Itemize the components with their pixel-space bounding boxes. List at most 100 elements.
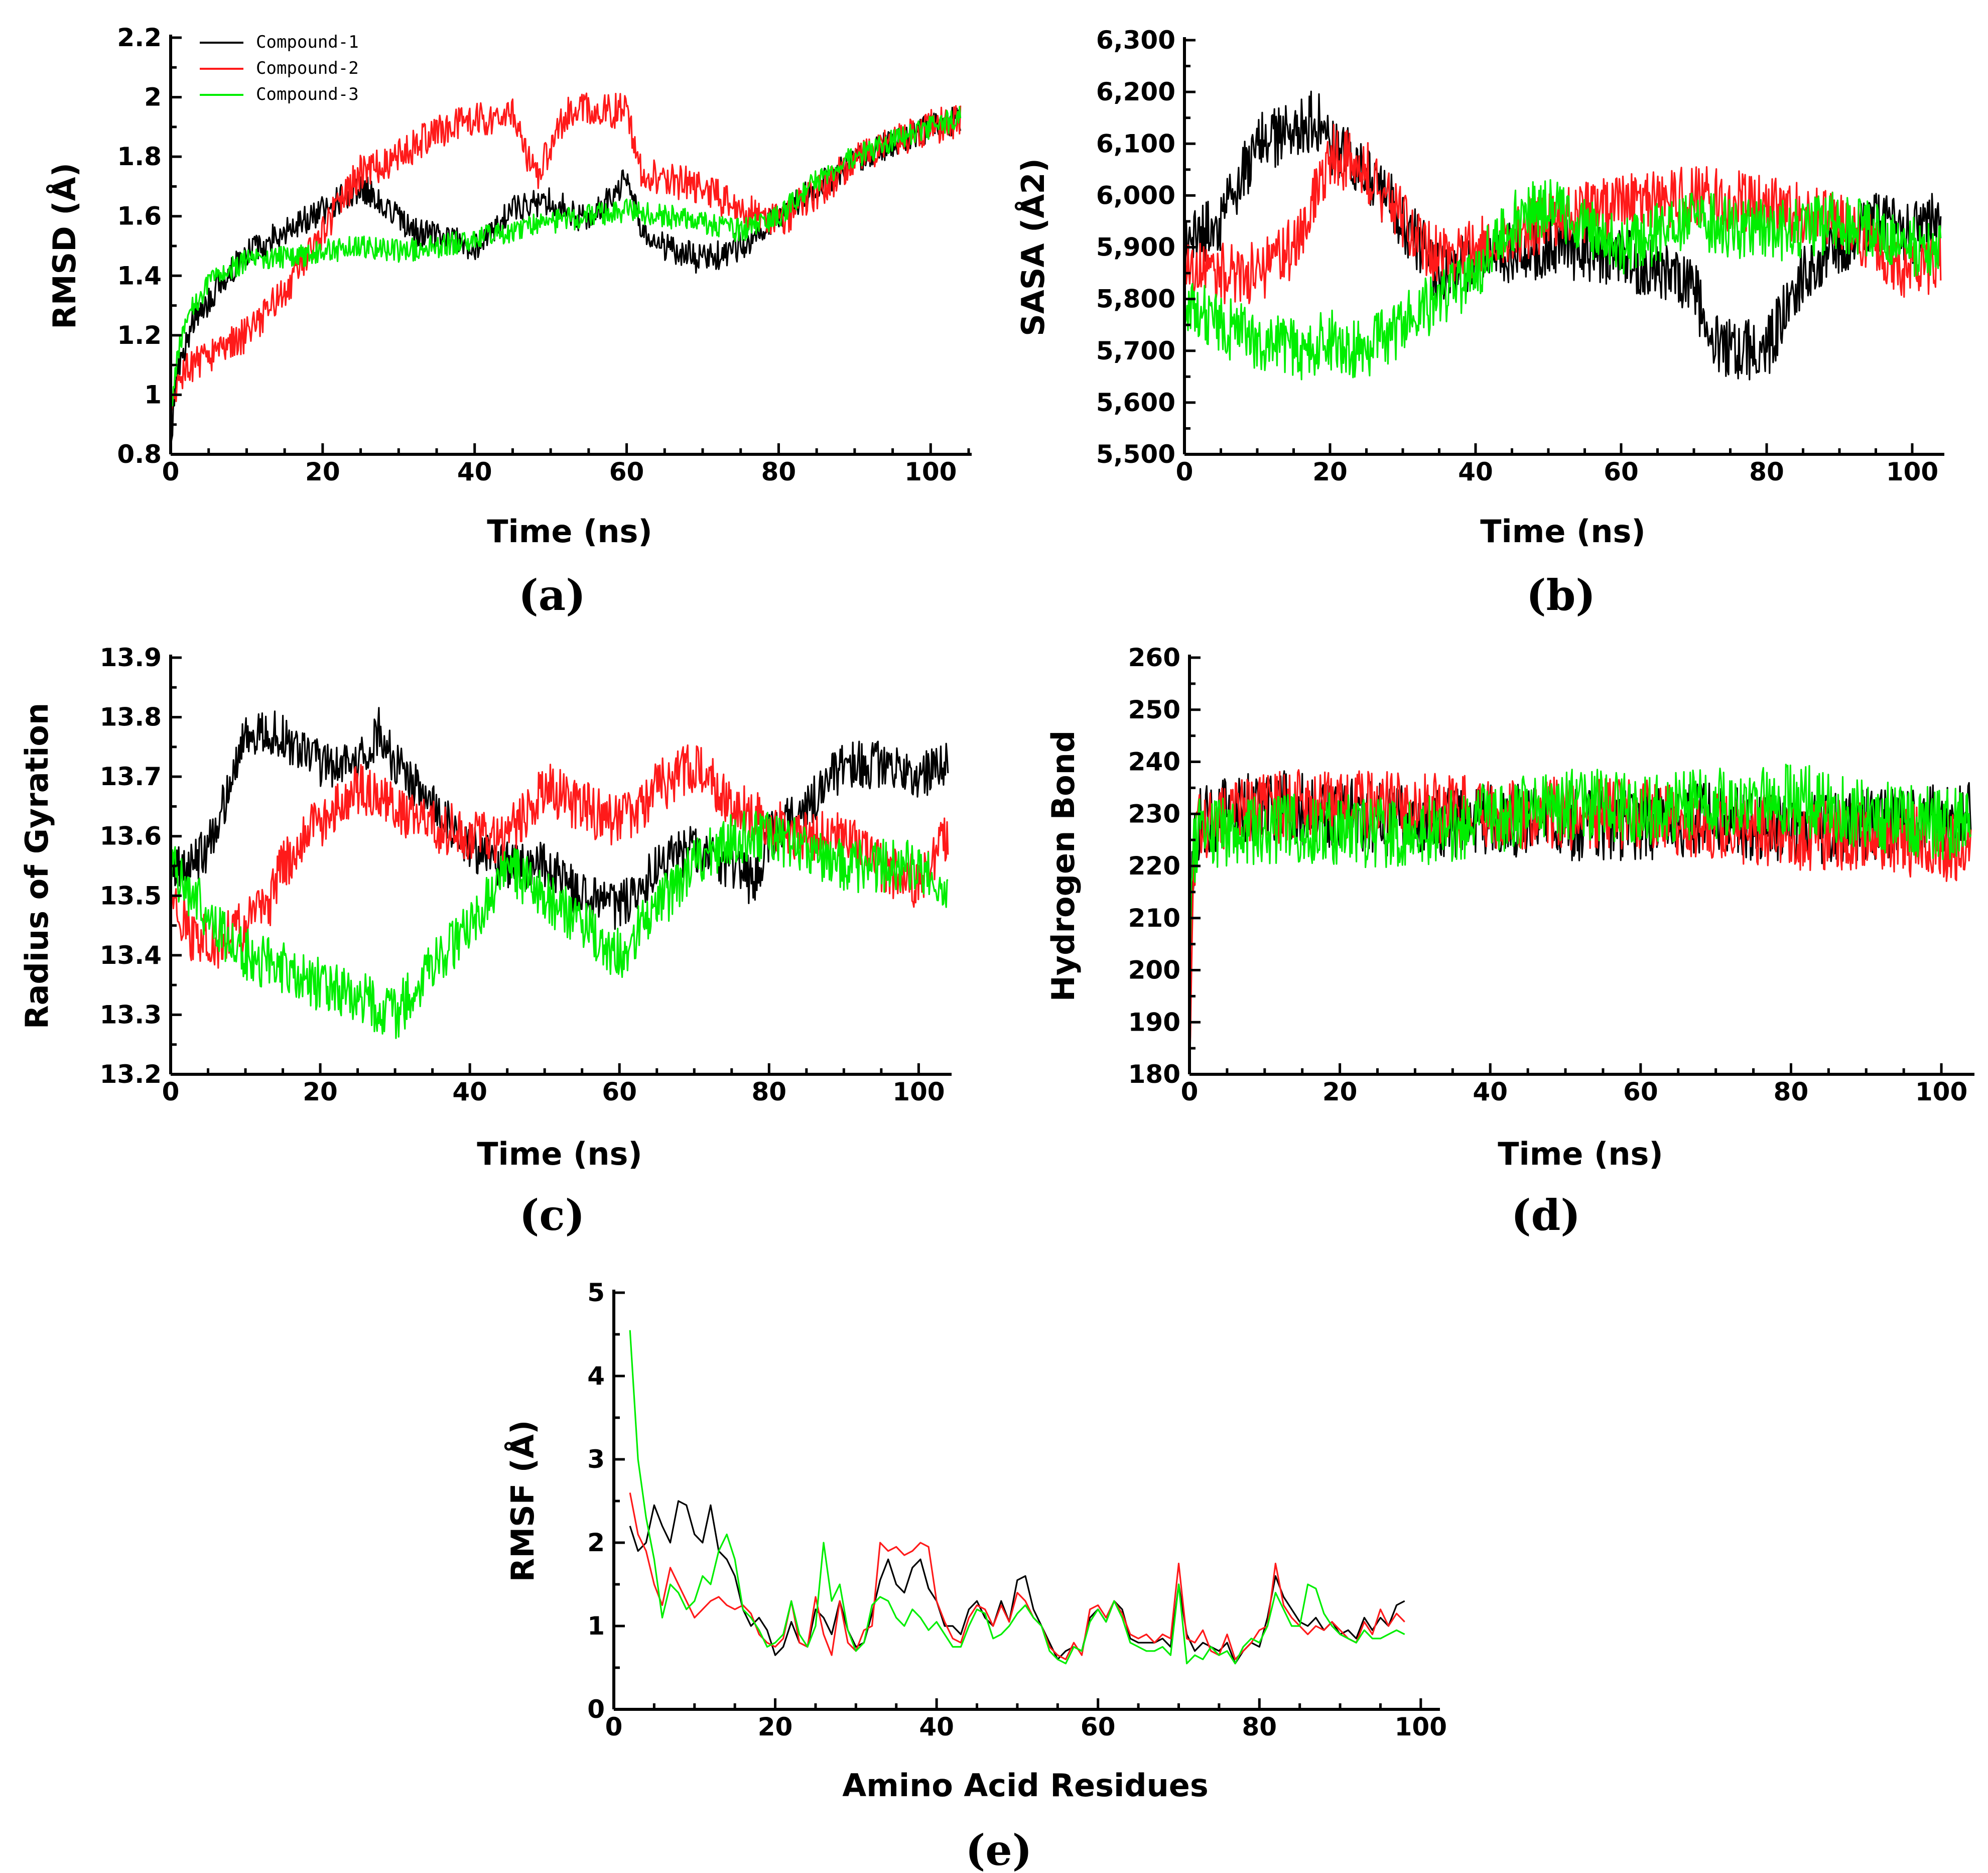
x-tick-label: 80 (1242, 1712, 1277, 1741)
y-axis-label: Hydrogen Bond (1045, 730, 1082, 1002)
y-tick-label: 260 (1128, 643, 1180, 672)
y-tick-label: 13.5 (100, 881, 162, 910)
x-tick-label: 60 (1623, 1077, 1658, 1106)
panel-caption: (a) (518, 570, 586, 620)
x-tick-label: 40 (452, 1077, 487, 1106)
y-tick-label: 5,500 (1096, 440, 1175, 469)
series-line-e-compound-3 (629, 1330, 1405, 1665)
x-tick-label: 100 (1886, 457, 1938, 486)
x-tick-label: 0 (1176, 457, 1194, 486)
x-axis-label: Time (ns) (1498, 1136, 1663, 1172)
y-tick-label: 180 (1128, 1060, 1180, 1089)
x-axis-label: Time (ns) (487, 513, 652, 550)
y-tick-label: 1.8 (117, 142, 162, 171)
x-tick-label: 40 (1458, 457, 1493, 486)
y-tick-label: 5,800 (1096, 285, 1175, 314)
legend: Compound-1 Compound-2 Compound-3 (200, 32, 359, 104)
series-line-e-compound-1 (629, 1500, 1405, 1665)
series-line-c-compound-3 (170, 810, 949, 1039)
y-tick-label: 2.2 (117, 23, 162, 52)
x-axis-label: Time (ns) (477, 1136, 642, 1172)
series-line-d-compound-3 (1188, 764, 1972, 968)
x-tick-label: 20 (1322, 1077, 1358, 1106)
y-tick-label: 2 (144, 83, 162, 112)
chart-c: 13.2 13.3 13.4 13.5 13.6 13.7 13.8 13.9 0 20 40 60 8… (19, 643, 952, 1240)
y-axis-label: RMSD (Å) (46, 163, 83, 329)
legend-entry: Compound-2 (256, 58, 359, 78)
panel-caption: (c) (519, 1190, 585, 1240)
legend-entry: Compound-3 (256, 84, 359, 104)
x-tick-label: 20 (758, 1712, 793, 1741)
x-tick-label: 40 (1473, 1077, 1508, 1106)
y-tick-label: 1.2 (117, 321, 162, 350)
y-tick-label: 220 (1128, 851, 1180, 881)
y-tick-label: 13.2 (100, 1060, 162, 1089)
y-tick-label: 0.8 (117, 440, 162, 469)
y-tick-label: 6,100 (1096, 129, 1175, 158)
x-tick-label: 0 (1181, 1077, 1199, 1106)
y-tick-label: 3 (587, 1445, 605, 1474)
x-tick-label: 100 (1395, 1712, 1447, 1741)
x-tick-label: 80 (761, 457, 797, 486)
y-tick-label: 250 (1128, 695, 1180, 724)
x-tick-label: 100 (904, 457, 957, 486)
y-tick-label: 5,700 (1096, 336, 1175, 365)
x-tick-label: 80 (1774, 1077, 1809, 1106)
panel-caption: (b) (1526, 570, 1596, 620)
y-tick-label: 13.4 (100, 941, 162, 970)
y-tick-label: 1 (144, 380, 162, 409)
y-tick-label: 5,600 (1096, 388, 1175, 417)
y-tick-label: 230 (1128, 799, 1180, 828)
x-tick-label: 80 (752, 1077, 787, 1106)
panel-caption: (d) (1511, 1190, 1580, 1240)
x-axis-label: Amino Acid Residues (842, 1767, 1209, 1804)
x-tick-label: 40 (457, 457, 492, 486)
y-tick-label: 5,900 (1096, 233, 1175, 262)
x-tick-label: 60 (1081, 1712, 1116, 1741)
series-line-d-compound-2 (1188, 769, 1972, 1068)
y-tick-label: 13.9 (100, 643, 162, 672)
y-tick-label: 5 (587, 1278, 605, 1307)
series-line-a-compound-2 (170, 92, 962, 415)
y-tick-label: 13.3 (100, 1000, 162, 1029)
x-tick-label: 100 (892, 1077, 945, 1106)
chart-a: 0.8 1 1.2 1.4 1.6 1.8 2 2.2 0 20 40 60 80 100 Time (ns… (46, 23, 972, 620)
x-tick-label: 60 (1604, 457, 1639, 486)
y-tick-label: 1.4 (117, 261, 162, 290)
x-tick-label: 100 (1915, 1077, 1967, 1106)
x-tick-label: 60 (602, 1077, 637, 1106)
chart-d: 180 190 200 210 220 230 240 250 260 0 20 40 60 80 100 T… (1045, 643, 1974, 1240)
y-tick-label: 210 (1128, 904, 1180, 933)
x-tick-label: 60 (609, 457, 644, 486)
x-tick-label: 0 (162, 457, 180, 486)
x-tick-label: 20 (305, 457, 340, 486)
y-axis-label: RMSF (Å) (504, 1420, 541, 1582)
series-line-c-compound-2 (170, 744, 949, 969)
series-line-b-compound-3 (1183, 179, 1942, 381)
chart-b: 5,500 5,600 5,700 5,800 5,900 6,000 6,100 6,200… (1015, 26, 1944, 620)
series-line-e-compound-2 (629, 1492, 1405, 1660)
x-axis-label: Time (ns) (1480, 513, 1646, 550)
y-tick-label: 1.6 (117, 202, 162, 231)
y-tick-label: 4 (587, 1361, 605, 1391)
x-tick-label: 40 (919, 1712, 954, 1741)
y-tick-label: 13.7 (100, 762, 162, 791)
panel-caption: (e) (966, 1825, 1032, 1873)
y-axis-label: SASA (Å2) (1015, 158, 1051, 336)
y-tick-label: 2 (587, 1528, 605, 1557)
x-tick-label: 0 (605, 1712, 623, 1741)
series-line-a-compound-3 (170, 106, 962, 416)
y-tick-label: 0 (587, 1695, 605, 1724)
y-axis-label: Radius of Gyration (19, 703, 55, 1029)
x-tick-label: 0 (162, 1077, 180, 1106)
y-tick-label: 13.8 (100, 703, 162, 732)
y-tick-label: 6,200 (1096, 77, 1175, 106)
y-tick-label: 13.6 (100, 822, 162, 851)
chart-e: 0 1 2 3 4 5 0 20 40 60 80 100 Amino Acid Residues RMS… (504, 1278, 1447, 1873)
legend-entry: Compound-1 (256, 32, 359, 52)
y-tick-label: 240 (1128, 747, 1180, 777)
y-tick-label: 1 (587, 1611, 605, 1641)
y-tick-label: 200 (1128, 956, 1180, 985)
series-line-c-compound-1 (170, 707, 949, 930)
